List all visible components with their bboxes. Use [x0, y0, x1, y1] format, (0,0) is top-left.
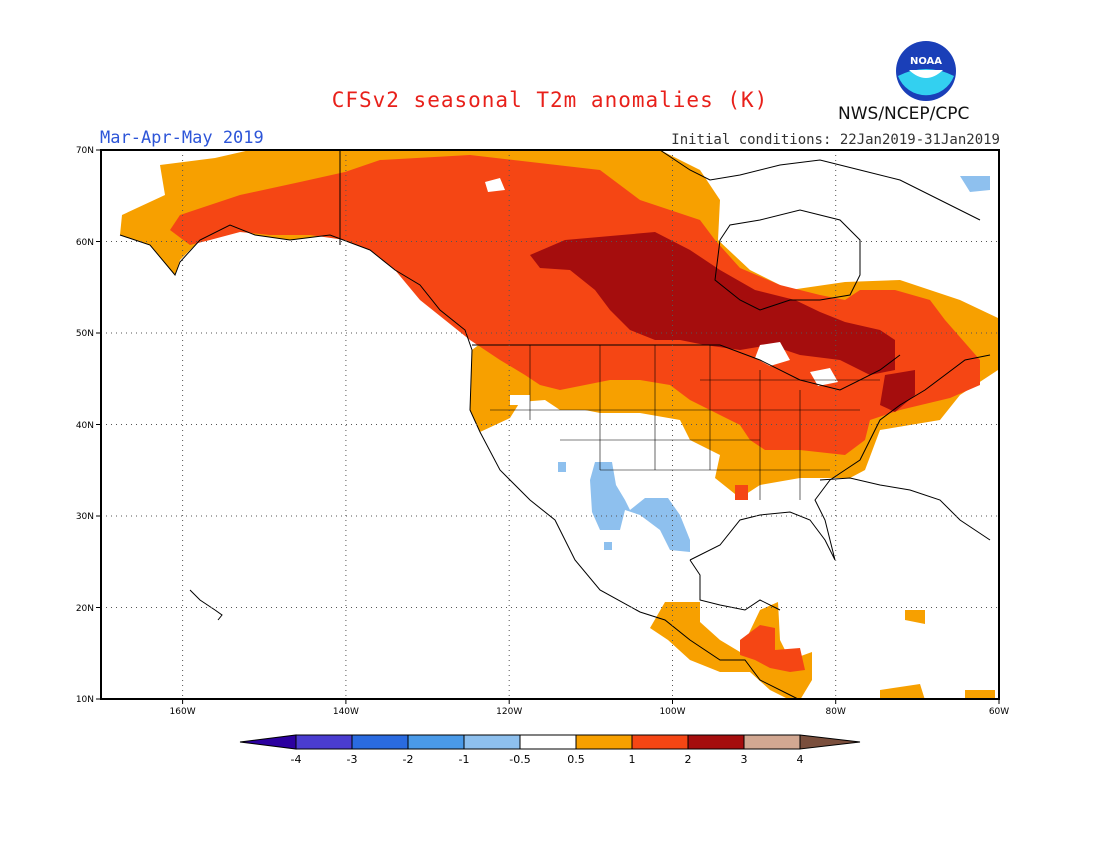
- colorbar-label: -4: [291, 753, 302, 766]
- colorbar-label: 1: [629, 753, 636, 766]
- lon-label: 80W: [826, 707, 846, 717]
- anomaly-region-red: [170, 155, 980, 672]
- colorbar-swatch: [631, 734, 689, 750]
- logo-text: NOAA: [910, 56, 942, 67]
- colorbar-swatch: [351, 734, 409, 750]
- lat-label: 10N: [76, 695, 94, 705]
- lon-label: 60W: [989, 707, 1009, 717]
- colorbar-labels: -4 -3 -2 -1 -0.5 0.5 1 2 3 4: [291, 753, 804, 766]
- lat-label: 20N: [76, 604, 94, 614]
- colorbar-swatch: [295, 734, 353, 750]
- lake-regions: [485, 178, 838, 405]
- forecast-period: Mar-Apr-May 2019: [100, 128, 264, 148]
- colorbar-swatch: [463, 734, 521, 750]
- colorbar-label: 2: [685, 753, 692, 766]
- colorbar-label: -3: [347, 753, 358, 766]
- lon-label: 160W: [170, 707, 196, 717]
- colorbar-label: -1: [459, 753, 470, 766]
- lat-label: 30N: [76, 512, 94, 522]
- colorbar-arrow-right: [799, 734, 861, 750]
- colorbar-label: 0.5: [567, 753, 585, 766]
- lat-label: 50N: [76, 329, 94, 339]
- coastlines: [119, 150, 991, 699]
- colorbar-swatch: [575, 734, 633, 750]
- noaa-logo: NOAA: [896, 41, 956, 101]
- lat-label: 60N: [76, 238, 94, 248]
- colorbar-swatch: [519, 734, 577, 750]
- colorbar: [239, 734, 861, 750]
- state-borders: [490, 345, 880, 500]
- colorbar-label: 3: [741, 753, 748, 766]
- lon-labels: 160W 140W 120W 100W 80W 60W: [170, 707, 1010, 717]
- anomaly-region-lightblue: [558, 176, 990, 552]
- lon-label: 100W: [659, 707, 685, 717]
- colorbar-swatch: [407, 734, 465, 750]
- colorbar-swatch: [687, 734, 745, 750]
- map-title: CFSv2 seasonal T2m anomalies (K): [331, 88, 769, 112]
- colorbar-label: -0.5: [509, 753, 530, 766]
- colorbar-label: 4: [797, 753, 804, 766]
- colorbar-label: -2: [403, 753, 414, 766]
- lon-label: 140W: [333, 707, 359, 717]
- colorbar-swatch: [743, 734, 801, 750]
- lat-label: 40N: [76, 421, 94, 431]
- lat-label: 70N: [76, 146, 94, 156]
- agency-label: NWS/NCEP/CPC: [838, 104, 970, 124]
- colorbar-arrow-left: [239, 734, 297, 750]
- lat-labels: 70N 60N 50N 40N 30N 20N 10N: [76, 146, 94, 705]
- axis-ticks: [96, 149, 1000, 704]
- initial-conditions: Initial conditions: 22Jan2019-31Jan2019: [671, 132, 1000, 148]
- lon-label: 120W: [496, 707, 522, 717]
